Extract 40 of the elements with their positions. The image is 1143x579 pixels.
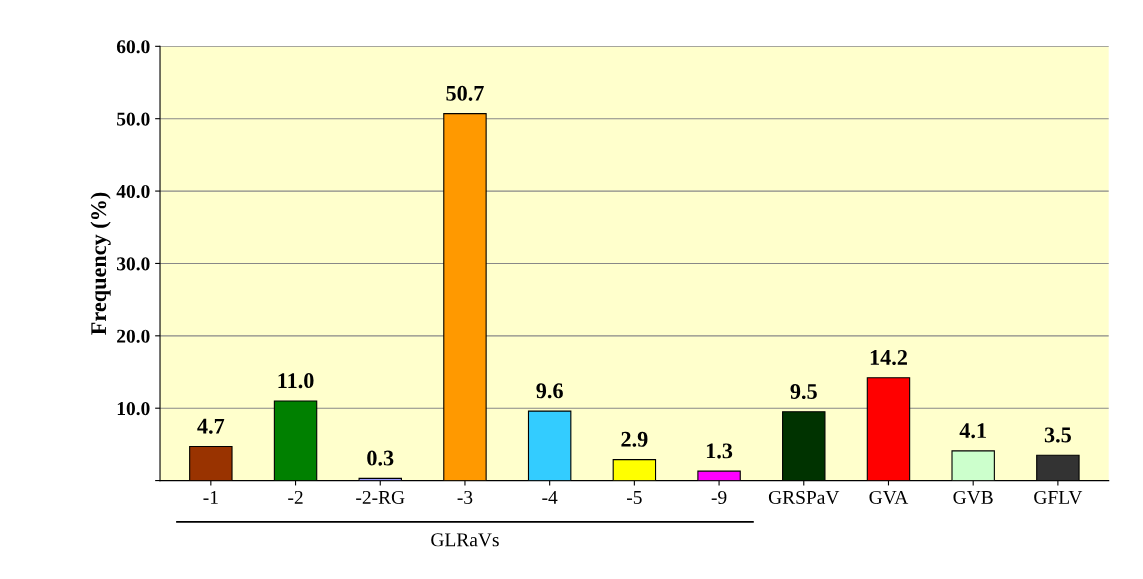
data-label: 9.6 bbox=[536, 383, 563, 399]
x-tick-label: -5 bbox=[626, 491, 642, 504]
data-label: 3.5 bbox=[1044, 427, 1071, 443]
y-tick-label: 10.0 bbox=[117, 402, 150, 416]
data-label: 4.7 bbox=[197, 418, 225, 434]
x-tick-label: -9 bbox=[711, 490, 727, 504]
x-tick-label: GVB bbox=[953, 490, 993, 505]
x-tick-label: -4 bbox=[542, 490, 558, 504]
data-label: 11.0 bbox=[278, 373, 314, 389]
data-label: 14.2 bbox=[870, 350, 907, 366]
bar bbox=[189, 445, 233, 481]
bar bbox=[527, 410, 572, 481]
data-label: 1.3 bbox=[706, 443, 733, 459]
y-tick-label: 60.0 bbox=[116, 40, 150, 54]
x-tick-label: -1 bbox=[203, 490, 218, 504]
x-tick-label: GVA bbox=[869, 490, 909, 505]
data-label: 4.1 bbox=[959, 423, 986, 439]
x-tick-label: GFLV bbox=[1034, 490, 1083, 505]
bar bbox=[697, 470, 741, 481]
bar bbox=[866, 377, 911, 481]
bar bbox=[951, 450, 995, 481]
data-label: 9.5 bbox=[790, 384, 817, 400]
y-tick-label: 20.0 bbox=[117, 329, 150, 343]
y-tick-label: 50.0 bbox=[117, 112, 150, 126]
bar bbox=[273, 400, 318, 481]
y-tick-label: 40.0 bbox=[116, 184, 150, 199]
text: GLRaVs bbox=[431, 533, 499, 547]
x-tick-label: -2 bbox=[288, 490, 303, 504]
bar bbox=[1036, 454, 1080, 481]
data-label: 0.3 bbox=[367, 450, 394, 466]
y-axis-title: Frequency (%) bbox=[90, 192, 111, 335]
y-tick-label: 30.0 bbox=[117, 257, 150, 271]
bar bbox=[443, 113, 487, 481]
data-label: 50.7 bbox=[446, 85, 484, 101]
x-tick-label: GRSPaV bbox=[768, 490, 840, 505]
data-label: 2.9 bbox=[621, 431, 648, 447]
bar bbox=[782, 411, 826, 481]
x-tick-label: -3 bbox=[457, 490, 473, 504]
x-tick-label: -2-RG bbox=[356, 490, 405, 504]
bar bbox=[612, 459, 657, 481]
